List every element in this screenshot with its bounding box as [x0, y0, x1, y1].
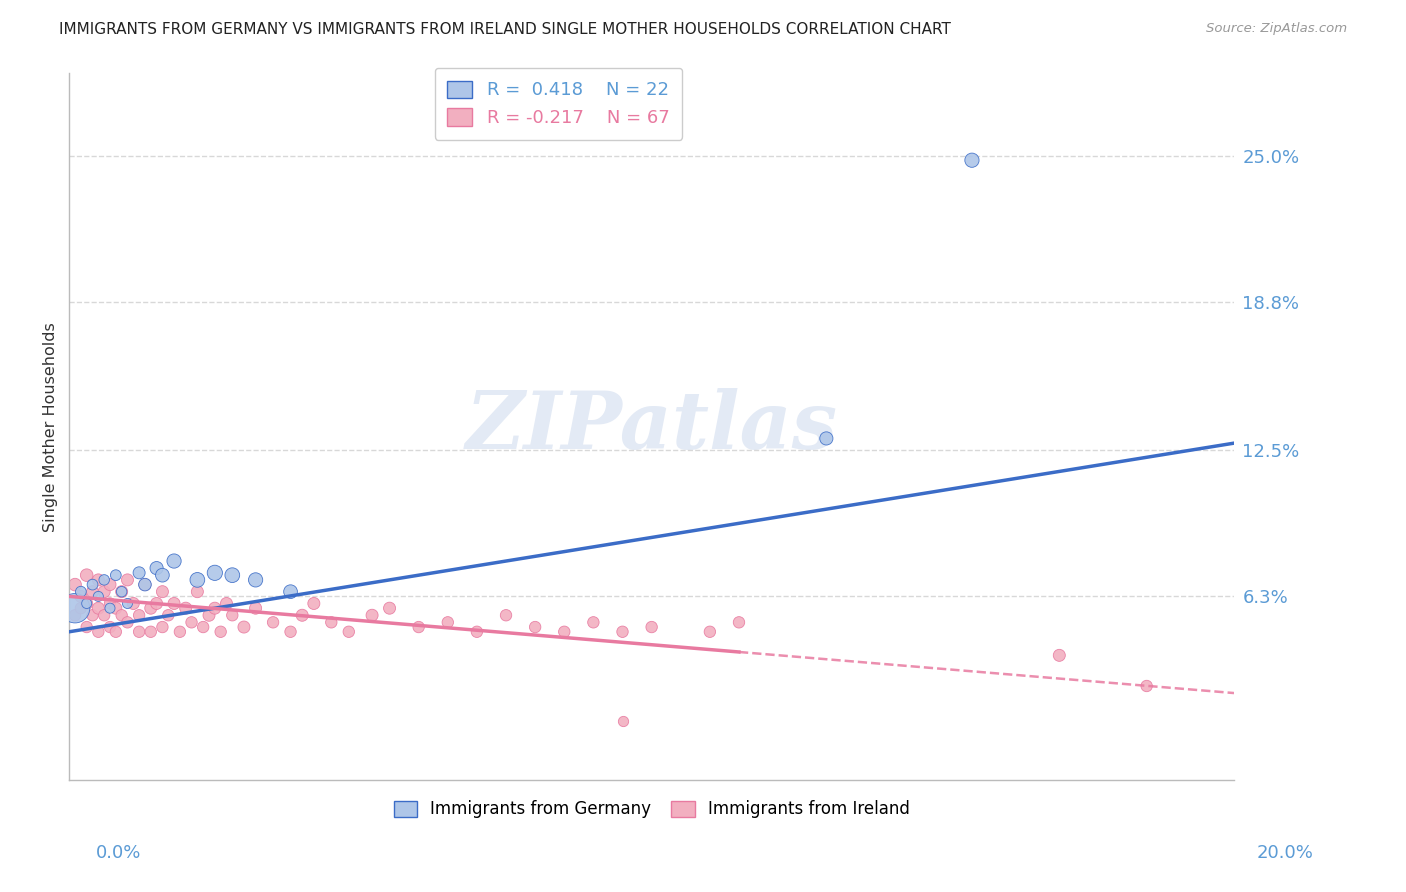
Point	[221, 568, 243, 582]
Point	[93, 573, 115, 587]
Point	[134, 577, 156, 591]
Point	[524, 620, 547, 634]
Point	[378, 601, 401, 615]
Point	[117, 615, 139, 630]
Text: 20.0%: 20.0%	[1257, 844, 1313, 862]
Point	[70, 601, 93, 615]
Point	[104, 568, 127, 582]
Point	[612, 624, 634, 639]
Point	[70, 590, 93, 604]
Point	[128, 608, 150, 623]
Point	[233, 620, 256, 634]
Point	[204, 566, 226, 580]
Point	[98, 620, 121, 634]
Point	[245, 573, 267, 587]
Point	[280, 624, 302, 639]
Point	[204, 601, 226, 615]
Point	[465, 624, 488, 639]
Point	[553, 624, 575, 639]
Point	[117, 597, 139, 611]
Point	[262, 615, 284, 630]
Point	[145, 597, 167, 611]
Point	[63, 577, 86, 591]
Point	[337, 624, 360, 639]
Point	[63, 608, 86, 623]
Point	[174, 601, 197, 615]
Point	[186, 573, 208, 587]
Point	[186, 584, 208, 599]
Point	[70, 584, 93, 599]
Point	[1136, 679, 1159, 693]
Point	[76, 597, 98, 611]
Point	[169, 624, 191, 639]
Text: IMMIGRANTS FROM GERMANY VS IMMIGRANTS FROM IRELAND SINGLE MOTHER HOUSEHOLDS CORR: IMMIGRANTS FROM GERMANY VS IMMIGRANTS FR…	[59, 22, 950, 37]
Point	[139, 601, 162, 615]
Point	[291, 608, 314, 623]
Point	[198, 608, 221, 623]
Point	[163, 597, 186, 611]
Point	[582, 615, 605, 630]
Point	[245, 601, 267, 615]
Point	[145, 561, 167, 575]
Point	[76, 568, 98, 582]
Point	[699, 624, 721, 639]
Text: ZIPatlas: ZIPatlas	[465, 388, 838, 466]
Point	[122, 597, 145, 611]
Point	[93, 584, 115, 599]
Point	[111, 584, 134, 599]
Point	[87, 601, 110, 615]
Point	[640, 620, 662, 634]
Point	[209, 624, 232, 639]
Point	[104, 601, 127, 615]
Point	[157, 608, 180, 623]
Point	[728, 615, 751, 630]
Text: 0.0%: 0.0%	[96, 844, 141, 862]
Point	[960, 153, 983, 168]
Point	[111, 584, 134, 599]
Point	[87, 573, 110, 587]
Point	[76, 597, 98, 611]
Point	[87, 590, 110, 604]
Point	[139, 624, 162, 639]
Point	[93, 608, 115, 623]
Point	[180, 615, 202, 630]
Point	[128, 624, 150, 639]
Point	[302, 597, 325, 611]
Point	[215, 597, 238, 611]
Point	[193, 620, 215, 634]
Point	[221, 608, 243, 623]
Point	[815, 432, 838, 446]
Point	[321, 615, 343, 630]
Point	[152, 568, 174, 582]
Point	[152, 620, 174, 634]
Point	[134, 577, 156, 591]
Point	[408, 620, 430, 634]
Point	[104, 624, 127, 639]
Point	[612, 714, 634, 729]
Point	[128, 566, 150, 580]
Point	[280, 584, 302, 599]
Point	[436, 615, 458, 630]
Point	[82, 584, 104, 599]
Point	[98, 601, 121, 615]
Point	[98, 597, 121, 611]
Point	[87, 624, 110, 639]
Point	[111, 608, 134, 623]
Point	[76, 620, 98, 634]
Point	[82, 608, 104, 623]
Text: Source: ZipAtlas.com: Source: ZipAtlas.com	[1206, 22, 1347, 36]
Y-axis label: Single Mother Households: Single Mother Households	[44, 322, 58, 532]
Point	[152, 584, 174, 599]
Point	[117, 573, 139, 587]
Point	[495, 608, 517, 623]
Point	[98, 577, 121, 591]
Point	[361, 608, 384, 623]
Point	[1047, 648, 1070, 663]
Point	[82, 577, 104, 591]
Point	[163, 554, 186, 568]
Legend: Immigrants from Germany, Immigrants from Ireland: Immigrants from Germany, Immigrants from…	[387, 794, 917, 825]
Point	[63, 601, 86, 615]
